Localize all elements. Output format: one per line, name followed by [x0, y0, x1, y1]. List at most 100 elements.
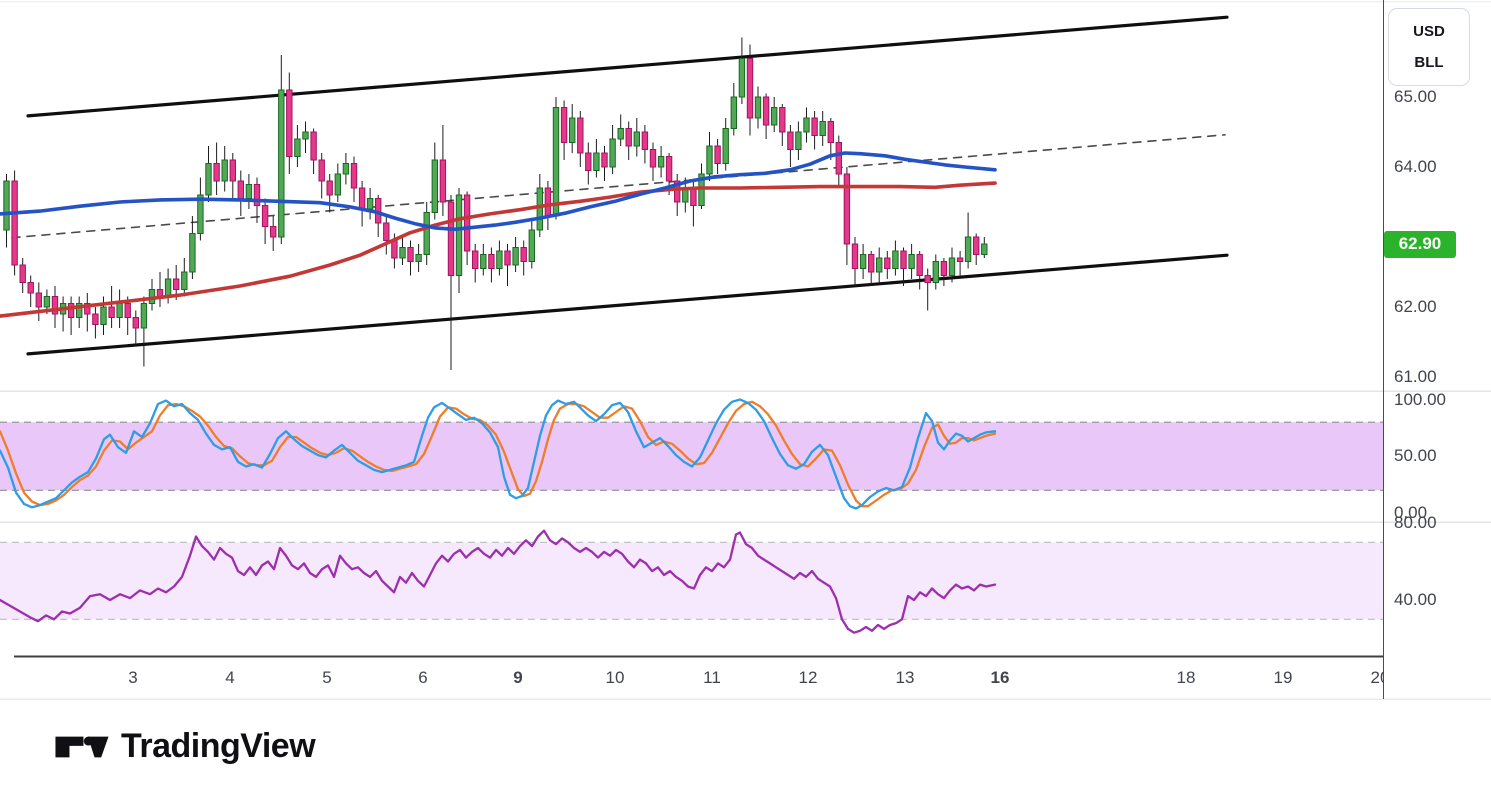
candle-body	[480, 254, 487, 269]
candle-body	[956, 257, 964, 262]
candle-body	[197, 194, 204, 234]
candle-body	[92, 313, 99, 325]
candle-body	[76, 303, 83, 318]
candle-body	[3, 180, 10, 231]
candle-body	[334, 173, 342, 196]
candle-body	[617, 128, 624, 140]
candle-body	[310, 131, 317, 161]
candle-body	[67, 303, 75, 318]
candle-body	[633, 131, 640, 147]
candle-body	[722, 128, 729, 164]
candle-body	[164, 278, 172, 297]
price-tick-label: 61.00	[1394, 367, 1437, 386]
candle-body	[245, 184, 253, 199]
candle-body	[19, 264, 26, 283]
channel-mid-dashed-line	[11, 134, 1226, 239]
tradingview-wordmark: TradingView	[121, 727, 316, 765]
candle-body	[981, 243, 988, 255]
stochastic-band	[0, 422, 1383, 491]
candle-body	[674, 180, 681, 203]
candle-body	[706, 145, 713, 175]
candle-body	[237, 180, 245, 199]
candle-body	[342, 163, 350, 175]
candle-body	[940, 261, 948, 276]
candle-body	[738, 58, 746, 98]
candle-body	[108, 306, 115, 318]
candle-body	[496, 250, 503, 269]
candle-body	[43, 296, 51, 308]
candle-body	[358, 187, 366, 210]
candle-body	[762, 96, 770, 126]
candle-body	[221, 159, 228, 182]
candle-body	[819, 121, 826, 136]
ma-slow-red-line	[0, 181, 997, 318]
candle-body	[366, 198, 374, 210]
candle-body	[665, 156, 673, 182]
candle-body	[189, 233, 196, 273]
candle-body	[569, 117, 576, 143]
candle-body	[528, 229, 535, 262]
candle-body	[585, 152, 592, 171]
candle-body	[455, 194, 463, 276]
stochastic-k-line	[0, 398, 997, 510]
contract-label: BLL	[1414, 54, 1444, 71]
candle-body	[350, 163, 358, 189]
candle-body	[779, 107, 786, 133]
candle-body	[51, 296, 59, 315]
price-tick-label: 62.00	[1394, 297, 1437, 316]
candle-body	[318, 159, 325, 182]
tradingview-logo[interactable]: TradingView	[54, 727, 316, 766]
candle-body	[827, 121, 834, 143]
candle-body	[859, 254, 867, 269]
candle-body	[714, 145, 721, 164]
candle-body	[488, 254, 495, 269]
candle-body	[27, 282, 34, 294]
candle-body	[649, 149, 657, 168]
candle-body	[504, 250, 511, 266]
candle-body	[641, 131, 649, 150]
candle-body	[447, 201, 455, 276]
candle-body	[625, 128, 632, 147]
price-tick-label: 80.00	[1394, 513, 1437, 532]
price-axis[interactable]: 62.90 65.00 64.00 62.00 61.00 100.00 50.00 0.0…	[1383, 0, 1491, 700]
candle-body	[657, 156, 665, 168]
candle-body	[261, 205, 269, 227]
candle-body	[181, 271, 188, 290]
candle-body	[415, 254, 422, 262]
candle-body	[278, 89, 285, 238]
candle-body	[286, 89, 293, 157]
candle-body	[973, 236, 980, 255]
candle-body	[116, 303, 123, 318]
candle-body	[391, 240, 398, 259]
channel-upper-trendline	[26, 15, 1229, 118]
candle-body	[787, 131, 794, 150]
candle-body	[84, 303, 91, 315]
candle-body	[803, 117, 810, 133]
candle-body	[916, 254, 923, 276]
candle-body	[512, 247, 519, 266]
symbol-unit-box: USD BLL	[1388, 8, 1470, 86]
candle-body	[326, 180, 333, 196]
candle-body	[205, 163, 212, 196]
candle-body	[536, 187, 543, 231]
candle-body	[463, 194, 471, 252]
candle-body	[270, 226, 277, 238]
candle-body	[173, 278, 180, 290]
candle-body	[746, 58, 754, 119]
channel-lower-trendline	[26, 253, 1229, 356]
candle-body	[795, 131, 802, 150]
candle-body	[609, 138, 616, 168]
candle-body	[835, 142, 842, 175]
candle-body	[100, 306, 107, 325]
candle-body	[431, 159, 439, 213]
candle-body	[124, 303, 131, 318]
candle-body	[892, 250, 899, 269]
candle-body	[900, 250, 907, 269]
candle-body	[577, 117, 584, 154]
candle-body	[924, 275, 931, 283]
candle-body	[140, 303, 148, 329]
candle-body	[544, 187, 552, 217]
candle-body	[423, 212, 430, 255]
